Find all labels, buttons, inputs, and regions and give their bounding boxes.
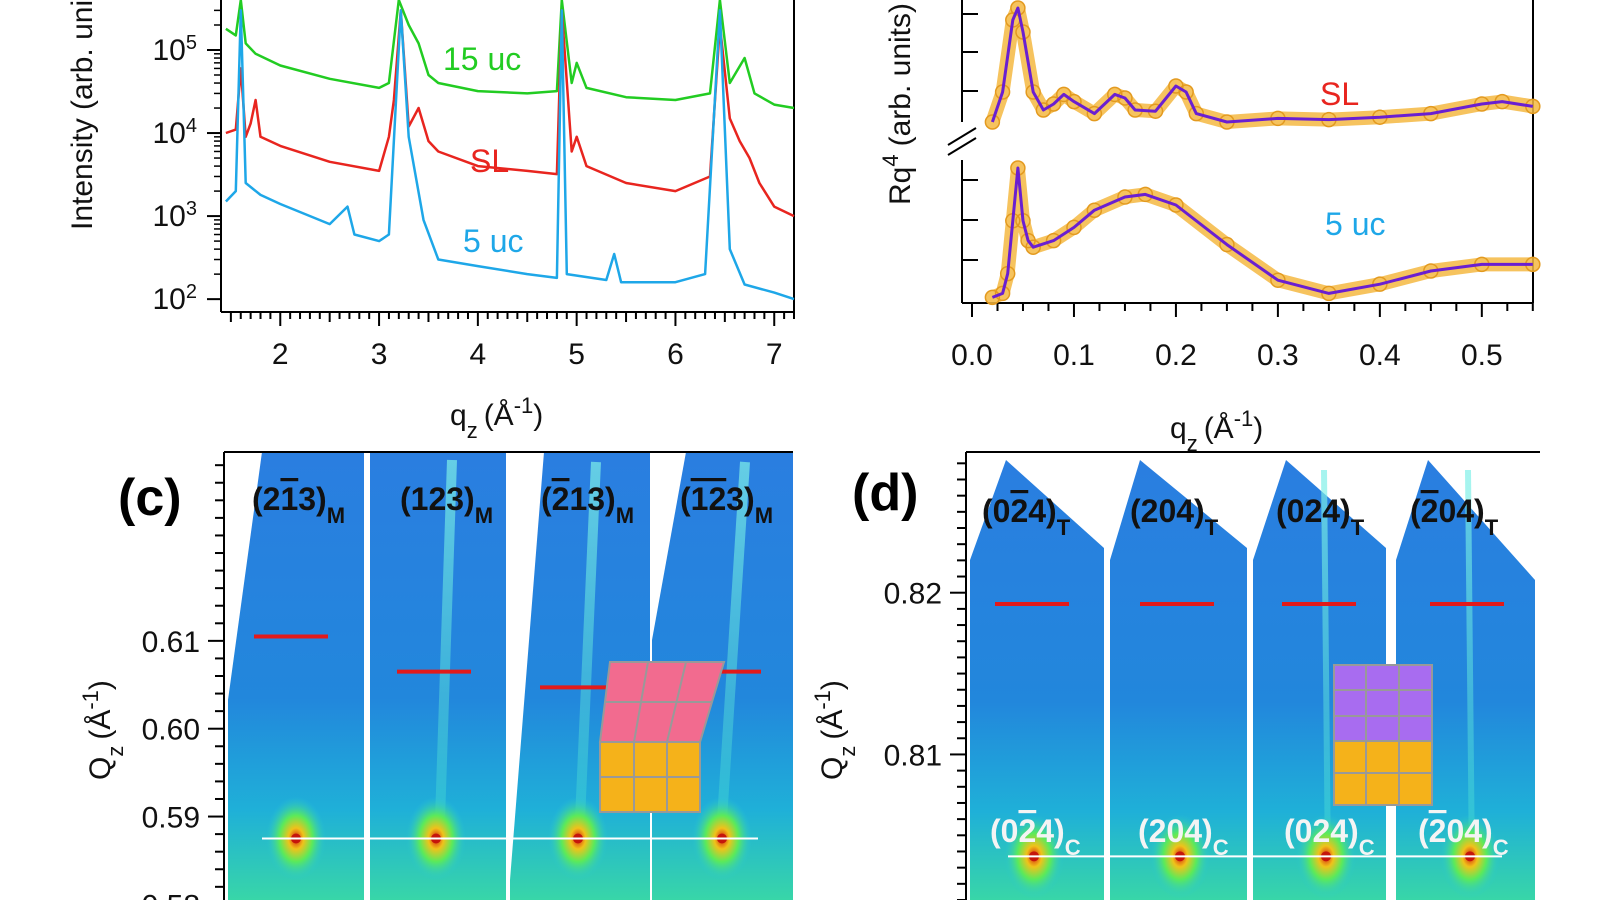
data-points-0 xyxy=(985,1,1540,129)
panel-c: (c) 0.610.600.590.58 (213)M(123)M(213)M(… xyxy=(78,451,793,900)
reflection-label-0: (213)M xyxy=(252,481,345,528)
x-tick-label-4: 4 xyxy=(470,338,487,371)
panel-d-y-axis-title: Qz(Å-1) xyxy=(810,680,860,780)
y-tick-label-1e2: 102 xyxy=(153,281,198,316)
reflection-label-1: (123)M xyxy=(400,481,493,528)
x-tick-label-0.4: 0.4 xyxy=(1359,339,1401,372)
x-tick-label-3: 3 xyxy=(371,338,388,371)
data-point xyxy=(1086,105,1103,122)
series-label-5uc: 5 uc xyxy=(463,223,523,259)
x-tick-label-2: 2 xyxy=(272,338,289,371)
data-point xyxy=(994,285,1011,302)
panel-d-reflection-labels: (024)T (024)C (204)T (204)C (024)T (024)C (204… xyxy=(982,493,1509,860)
x-tick-label-0.2: 0.2 xyxy=(1155,339,1197,372)
series-label-sl-b: SL xyxy=(1320,76,1359,112)
reflection-label-top-1: (204)T xyxy=(1130,493,1219,540)
reflection-label-3: (123)M xyxy=(680,481,773,528)
panel-d-letter: (d) xyxy=(852,464,918,522)
data-point xyxy=(1117,90,1133,106)
panel-b: 0.0 0.1 0.2 0.3 0.4 0.5 SL 5 uc Rq4(arb. unit… xyxy=(878,0,1541,456)
x-tick-label-6: 6 xyxy=(667,338,684,371)
reflection-label-bottom-1: (204)C xyxy=(1138,813,1229,860)
x-tick-label-0.1: 0.1 xyxy=(1053,339,1095,372)
panel-d: (d) 0.820.81 (024)T(024)C(204)T(204)C(02… xyxy=(810,451,1540,900)
y-tick-label-1e3: 103 xyxy=(153,198,198,233)
data-point xyxy=(1066,219,1082,236)
panel-a-series xyxy=(224,0,795,301)
panel-a: 2 3 4 5 6 7 102 103 104 105 15 uc SL 5 uc Intens… xyxy=(66,0,795,443)
x-tick-label-7: 7 xyxy=(766,338,783,371)
reflection-label-bottom-3: (204)C xyxy=(1418,813,1509,860)
data-point xyxy=(1270,272,1286,288)
panel-c-lattice-inset xyxy=(598,661,726,813)
y-tick-label-0.59: 0.59 xyxy=(142,802,200,835)
x-tick-label-0.0: 0.0 xyxy=(951,339,993,372)
x-tick-label-0.3: 0.3 xyxy=(1257,339,1299,372)
panel-b-x-axis-title: qz (Å-1) xyxy=(1170,406,1263,456)
map-strip-1 xyxy=(370,452,506,900)
series-label-sl: SL xyxy=(470,143,509,179)
panel-b-series xyxy=(984,0,1541,306)
tetragonal-top-block xyxy=(1333,664,1433,742)
y-tick-label-1e4: 104 xyxy=(153,115,198,150)
data-point xyxy=(1025,239,1041,255)
data-point xyxy=(1045,232,1062,249)
map-streak-3 xyxy=(717,461,750,821)
panel-d-lattice-inset xyxy=(1333,664,1433,806)
panel-b-x-ticks: 0.0 0.1 0.2 0.3 0.4 0.5 xyxy=(951,303,1534,372)
reflection-label-top-3: (204)T xyxy=(1410,493,1499,540)
y-tick-label-0.58: 0.58 xyxy=(142,889,200,900)
data-points-1 xyxy=(985,161,1540,305)
reflection-label-top-0: (024)T xyxy=(982,493,1071,540)
x-tick-label-0.5: 0.5 xyxy=(1461,339,1503,372)
panel-c-reflection-labels: (213)M (123)M (213)M (123)M xyxy=(252,481,773,528)
data-point xyxy=(984,289,1001,306)
data-point xyxy=(1107,86,1123,103)
data-point xyxy=(1219,236,1235,253)
data-point xyxy=(1066,93,1082,110)
series-line-1 xyxy=(225,9,795,218)
y-tick-label-0.81: 0.81 xyxy=(884,739,942,772)
series-label-5uc-b: 5 uc xyxy=(1325,206,1385,242)
map-streak-1 xyxy=(435,459,457,821)
data-point xyxy=(1045,96,1062,112)
map-strip-1 xyxy=(1110,460,1247,900)
reflection-label-bottom-0: (024)C xyxy=(990,813,1081,860)
data-point xyxy=(1086,202,1103,218)
panel-b-axes xyxy=(947,0,1534,304)
panel-a-y-ticks: 102 103 104 105 xyxy=(153,9,221,316)
data-point xyxy=(984,114,1001,130)
reflection-label-2: (213)M xyxy=(541,481,634,528)
data-point xyxy=(1188,105,1205,122)
data-point xyxy=(1056,86,1072,103)
fit-line-1 xyxy=(991,166,1533,299)
reflection-label-top-2: (024)T xyxy=(1276,493,1365,540)
y-tick-label-0.61: 0.61 xyxy=(142,626,200,659)
panel-a-x-ticks: 2 3 4 5 6 7 xyxy=(229,312,795,371)
series-line-2 xyxy=(224,9,795,301)
y-tick-label-1e5: 105 xyxy=(153,32,198,67)
y-tick-label-0.82: 0.82 xyxy=(884,578,942,611)
series-label-15uc: 15 uc xyxy=(443,41,521,77)
data-point xyxy=(1178,84,1194,100)
panel-c-y-axis-title: Qz(Å-1) xyxy=(78,680,128,780)
panel-b-y-axis-title: Rq4(arb. units) xyxy=(878,3,918,205)
map-streak-2 xyxy=(575,461,601,821)
panel-a-y-axis-title: Intensity (arb. units) xyxy=(66,0,99,230)
series-line-0 xyxy=(225,0,795,110)
fit-line-0 xyxy=(990,6,1534,124)
panel-c-letter: (c) xyxy=(118,469,182,527)
y-tick-label-0.60: 0.60 xyxy=(142,714,200,747)
panel-d-y-ticks: 0.82 0.81 xyxy=(884,462,966,900)
panel-a-x-axis-title: qz (Å-1) xyxy=(450,393,543,443)
map-streak-3 xyxy=(1465,469,1475,871)
panel-b-y-ticks xyxy=(962,13,978,261)
data-point xyxy=(1168,197,1184,213)
reflection-label-bottom-2: (024)C xyxy=(1284,813,1375,860)
x-tick-label-5: 5 xyxy=(568,338,585,371)
map-streak-2 xyxy=(1321,469,1331,871)
panel-c-y-ticks: 0.61 0.60 0.59 0.58 xyxy=(142,464,224,900)
